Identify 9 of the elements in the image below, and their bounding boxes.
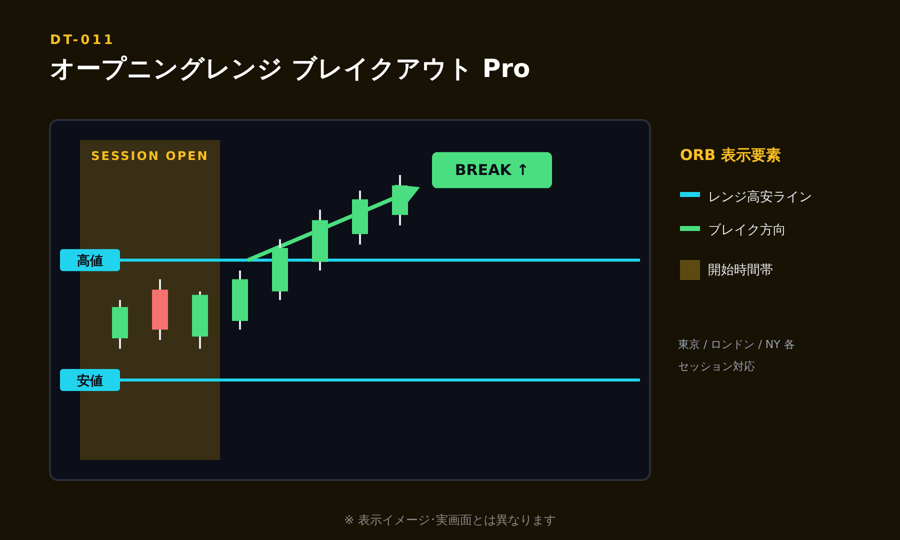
text: 東京 / ロンドン / NY 各セッション対応 (678, 337, 796, 375)
text: ※ 表示イメージ･実画面とは異なります (344, 513, 556, 527)
legend: ORB 表示要素 レンジ高安ライン ブレイク方向 開始時間帯 (680, 146, 812, 280)
text: DT-011 (50, 33, 116, 48)
legend-title: ORB 表示要素 (680, 146, 781, 164)
chart-title: オープニングレンジ ブレイクアウト Pro (50, 54, 530, 83)
ref-line-label: 安値 (77, 373, 103, 389)
text: BREAK ↑ (454, 161, 530, 180)
ref-line-label: 高値 (77, 253, 103, 270)
